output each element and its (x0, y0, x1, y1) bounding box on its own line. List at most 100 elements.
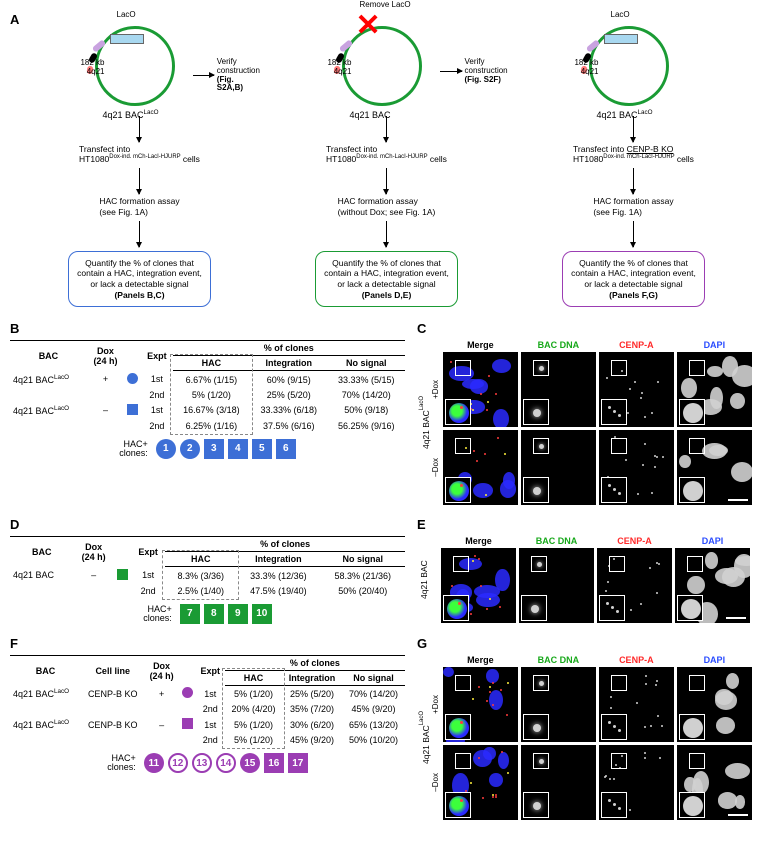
micro-row: –Dox (431, 430, 752, 505)
micro-image (599, 430, 674, 505)
inset-box (677, 595, 703, 621)
signal-dot (640, 397, 642, 399)
clone-chip: 10 (252, 604, 272, 624)
panel-e-images: 4q21 BACMergeBAC DNACENP-ADAPI (417, 536, 747, 623)
signal-dot (486, 608, 488, 610)
inset-dot (613, 725, 616, 728)
signal-dot (478, 757, 480, 759)
flow-step: HAC formation assay(without Dox; see Fig… (273, 164, 500, 216)
signal-dot (450, 361, 452, 363)
micro-row (429, 548, 750, 623)
panel-b-clones: HAC+clones:123456 (10, 439, 405, 459)
signal-dot (630, 609, 632, 611)
signal-dot (473, 450, 475, 452)
inset-nucleus (681, 599, 701, 619)
inset-source-box (609, 556, 625, 572)
verify-arrow: Verifyconstruction(Fig. S2A,B) (193, 58, 261, 93)
table-cell: 5% (1/20) (225, 733, 282, 747)
micro-image (677, 430, 752, 505)
inset-box (523, 477, 549, 503)
plasmid-name: 4q21 BACLacO (597, 109, 653, 120)
signal-dot (495, 794, 497, 796)
table-header: Integration (236, 552, 320, 567)
clone-number: 14 (220, 758, 231, 769)
clones-label: HAC+clones: (143, 605, 172, 623)
signal-dot (655, 684, 657, 686)
result-box: Quantify the % of clones thatcontain a H… (68, 251, 211, 308)
table-cell: CENP-B KO (81, 716, 144, 733)
flow-text: Transfect intoHT1080Dox-ind. mCh-LacI-HJ… (326, 144, 447, 164)
signal-dot (645, 675, 647, 677)
micro-outer-label: 4q21 BACLacO (417, 340, 431, 505)
nucleus-shape (705, 552, 718, 568)
table-cell (124, 371, 141, 388)
micro-block: 4q21 BACLacOMergeBAC DNACENP-ADAPI+Dox–D… (417, 655, 747, 820)
inset-nucleus (683, 796, 703, 816)
micro-col-label: DAPI (677, 340, 752, 350)
signal-dot (658, 563, 660, 565)
panel-b-label: B (10, 321, 405, 336)
micro-image (597, 548, 672, 623)
table-cell: 45% (9/20) (342, 702, 405, 716)
clone-number: 8 (211, 608, 217, 619)
table-cell: 30% (6/20) (282, 716, 342, 733)
nucleus-shape (492, 359, 511, 373)
arrow-down-icon (139, 168, 140, 194)
signal-dot (482, 797, 484, 799)
micro-image (519, 548, 594, 623)
table-cell: 4q21 BACLacO (10, 685, 81, 702)
signal-dot (472, 560, 474, 562)
nucleus-shape (486, 669, 498, 684)
inset-dot (613, 803, 616, 806)
signal-dot (507, 682, 509, 684)
clone-number: 12 (172, 758, 183, 769)
panel-b-table: BACDox(24 h)Expt% of clonesHACIntegratio… (10, 340, 405, 433)
table-cell: 4q21 BACLacO (10, 402, 87, 419)
table-cell: 70% (14/20) (342, 685, 405, 702)
arrow-down-icon (386, 168, 387, 194)
clone-chip: 6 (276, 439, 296, 459)
micro-rows: +Dox–Dox (431, 667, 752, 820)
panel-g: G 4q21 BACLacOMergeBAC DNACENP-ADAPI+Dox… (417, 636, 747, 820)
signal-dot (507, 772, 509, 774)
micro-header: MergeBAC DNACENP-ADAPI (443, 655, 752, 665)
plasmid-size: 182 kb4q21 (565, 58, 599, 76)
arrow-down-icon (139, 116, 140, 142)
panel-d-label: D (10, 517, 405, 532)
panel-f-table: BACCell lineDox(24 h)Expt% of clonesHACI… (10, 655, 405, 748)
clone-number: 5 (259, 443, 265, 454)
inset-dot (613, 488, 616, 491)
inset-source-box (689, 675, 705, 691)
clone-chip: 17 (288, 753, 308, 773)
signal-dot (645, 683, 647, 685)
micro-col-label: BAC DNA (521, 655, 596, 665)
nucleus-shape (489, 690, 503, 710)
panel-bc-row: B BACDox(24 h)Expt% of clonesHACIntegrat… (10, 321, 747, 505)
table-row: 4q21 BAC–1st8.3% (3/36)33.3% (12/36)58.3… (10, 567, 405, 584)
table-header: HAC (165, 552, 236, 567)
table-cell: 1st (131, 567, 165, 584)
table-cell: 20% (4/20) (225, 702, 282, 716)
table-header: Dox(24 h) (73, 537, 113, 567)
clone-number: 17 (292, 758, 303, 769)
signal-dot (659, 757, 661, 759)
verify-text: Verifyconstruction(Fig. S2F) (465, 58, 508, 84)
inset-box (679, 792, 705, 818)
micro-image (599, 352, 674, 427)
micro-row-label: –Dox (431, 458, 443, 477)
table-row: 4q21 BACLacOCENP-B KO+1st5% (1/20)25% (5… (10, 685, 405, 702)
flow-text: HAC formation assay(see Fig. 1A) (99, 196, 179, 216)
signal-dot (657, 715, 659, 717)
signal-dot (636, 702, 638, 704)
table-cell: 1st (141, 402, 173, 419)
nucleus-shape (681, 378, 696, 398)
table-cell: + (144, 685, 178, 702)
clone-number: 9 (235, 608, 241, 619)
signal-dot (610, 696, 612, 698)
signal-dot (640, 603, 642, 605)
clone-chip: 11 (144, 753, 164, 773)
panel-a-label: A (10, 12, 26, 321)
table-cell (144, 733, 178, 747)
micro-header: MergeBAC DNACENP-ADAPI (443, 340, 752, 350)
plasmid-arc (585, 39, 600, 53)
